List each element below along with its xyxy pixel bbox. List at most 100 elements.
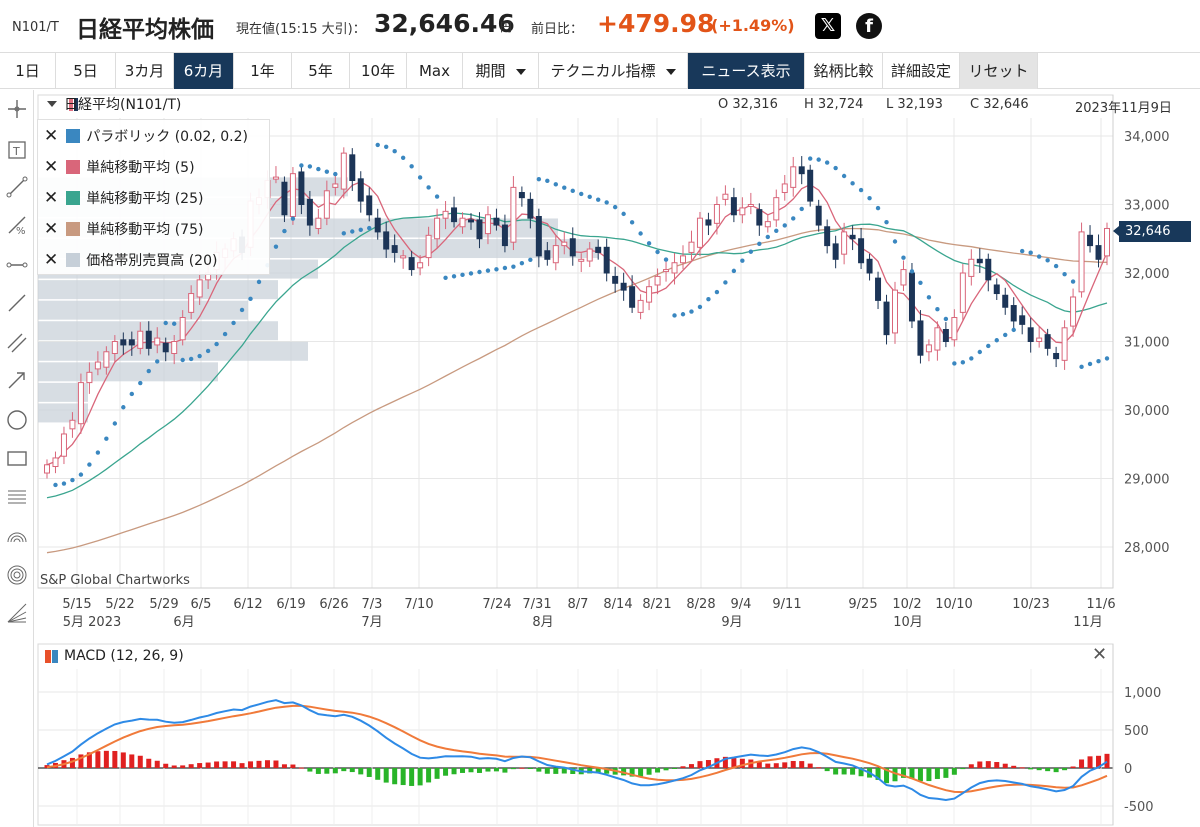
macd-line — [46, 699, 1108, 802]
legend-item-volume-profile[interactable]: ✕ 価格帯別売買高 (20) — [44, 247, 217, 273]
candle-body — [1019, 315, 1026, 325]
parabolic-sar-dot — [765, 234, 770, 240]
legend-item-sma5[interactable]: ✕ 単純移動平均 (5) — [44, 154, 195, 180]
range-1d-button[interactable]: 1日 — [0, 53, 56, 89]
text-tool-icon[interactable]: T — [4, 137, 30, 163]
x-share-icon[interactable]: 𝕏 — [815, 13, 841, 39]
parabolic-sar-dot — [1028, 250, 1033, 255]
macd-histogram-bar — [553, 768, 559, 774]
candle-body — [739, 207, 746, 216]
close-icon[interactable]: ✕ — [44, 157, 59, 177]
period-dropdown[interactable]: 期間 — [463, 53, 539, 89]
range-max-button[interactable]: Max — [407, 53, 463, 89]
parabolic-sar-dot — [172, 321, 177, 326]
series-collapse-icon[interactable] — [47, 101, 57, 107]
parabolic-sar-dot — [1104, 356, 1110, 361]
candle-body — [349, 154, 356, 182]
macd-y-tick-label: 500 — [1124, 724, 1149, 739]
parabolic-sar-dot — [1020, 248, 1025, 254]
close-icon[interactable]: ✕ — [44, 188, 59, 208]
range-6m-button[interactable]: 6カ月 — [174, 53, 234, 89]
candle-body — [671, 262, 678, 274]
parabolic-sar-dot — [841, 173, 847, 179]
legend-swatch — [66, 222, 81, 236]
news-toggle-button[interactable]: ニュース表示 — [688, 53, 805, 89]
macd-histogram-bar — [782, 762, 788, 768]
candle-body — [586, 248, 593, 262]
candle-body — [1078, 231, 1085, 293]
parabolic-sar-dot — [95, 450, 101, 455]
macd-histogram-bar — [163, 763, 169, 768]
candle-body — [417, 262, 424, 269]
circle-tool-icon[interactable] — [4, 407, 30, 433]
range-10y-button[interactable]: 10年 — [350, 53, 407, 89]
parabolic-sar-dot — [646, 241, 652, 246]
parabolic-sar-dot — [477, 269, 482, 275]
candle-body — [730, 197, 737, 216]
rectangle-tool-icon[interactable] — [4, 445, 30, 471]
candle-body — [985, 258, 992, 281]
x-tick-label: 9/4 — [731, 597, 752, 612]
macd-histogram-bar — [731, 758, 737, 768]
close-icon[interactable]: ✕ — [44, 126, 59, 146]
candle-body — [1061, 327, 1068, 361]
macd-chart[interactable]: 1,000 500 0 -500 — [36, 641, 1200, 827]
crosshair-icon[interactable] — [4, 96, 30, 122]
range-3m-button[interactable]: 3カ月 — [116, 53, 174, 89]
parabolic-sar-dot — [138, 380, 143, 386]
range-5y-button[interactable]: 5年 — [292, 53, 350, 89]
candle-body — [137, 330, 144, 349]
macd-histogram-bar — [154, 760, 160, 768]
candle-body — [993, 284, 1000, 295]
range-5d-button[interactable]: 5日 — [56, 53, 116, 89]
compare-button[interactable]: 銘柄比較 — [805, 53, 883, 89]
x-tick-label: 7/10 — [404, 597, 433, 612]
arrow-tool-icon[interactable] — [4, 367, 30, 393]
macd-histogram-bar — [510, 768, 516, 770]
trend-line-icon[interactable] — [4, 174, 30, 200]
macd-histogram-bar — [485, 768, 491, 772]
candle-body — [1002, 294, 1009, 308]
macd-histogram-bar — [341, 768, 347, 772]
fan-lines-icon[interactable] — [4, 600, 30, 626]
channel-line-icon[interactable] — [4, 330, 30, 356]
horizontal-line-icon[interactable] — [4, 252, 30, 278]
range-1y-button[interactable]: 1年 — [234, 53, 292, 89]
x-tick-label: 8/28 — [686, 597, 715, 612]
macd-histogram-bar — [443, 768, 449, 776]
parabolic-sar-dot — [952, 361, 957, 366]
legend-item-sma75[interactable]: ✕ 単純移動平均 (75) — [44, 216, 203, 242]
close-icon[interactable]: ✕ — [44, 219, 59, 239]
fibonacci-circle-icon[interactable] — [4, 562, 30, 588]
macd-histogram-bar — [960, 768, 966, 770]
volume-profile-bar — [38, 382, 88, 402]
candle-body — [1027, 327, 1034, 342]
candle-body — [1053, 352, 1060, 360]
legend-item-sma25[interactable]: ✕ 単純移動平均 (25) — [44, 185, 203, 211]
facebook-share-icon[interactable]: f — [856, 13, 882, 39]
macd-histogram-bar — [1087, 756, 1093, 768]
ray-line-icon[interactable] — [4, 290, 30, 316]
change-label: 前日比： — [531, 22, 584, 37]
close-icon[interactable]: ✕ — [44, 250, 59, 270]
technical-indicator-dropdown[interactable]: テクニカル指標 — [539, 53, 688, 89]
macd-histogram-bar — [214, 761, 220, 768]
legend-item-parabolic[interactable]: ✕ パラボリック (0.02, 0.2) — [44, 123, 248, 149]
svg-text:T: T — [12, 145, 20, 158]
parabolic-sar-dot — [926, 295, 932, 300]
candle-body — [171, 341, 178, 354]
macd-histogram-bar — [180, 765, 186, 768]
fibonacci-icon[interactable] — [4, 484, 30, 510]
macd-histogram-bar — [629, 768, 635, 777]
reset-button[interactable]: リセット — [960, 53, 1038, 89]
percent-line-icon[interactable]: % — [4, 212, 30, 238]
x-tick-label: 5/15 — [62, 597, 91, 612]
macd-close-icon[interactable]: ✕ — [1092, 644, 1108, 665]
parabolic-sar-dot — [511, 264, 516, 269]
settings-button[interactable]: 詳細設定 — [883, 53, 960, 89]
macd-histogram-bar — [409, 768, 415, 786]
x-tick-label: 8/7 — [568, 597, 589, 612]
macd-y-tick-label: 1,000 — [1124, 686, 1161, 701]
fibonacci-arc-icon[interactable] — [4, 522, 30, 548]
candle-body — [366, 195, 373, 216]
